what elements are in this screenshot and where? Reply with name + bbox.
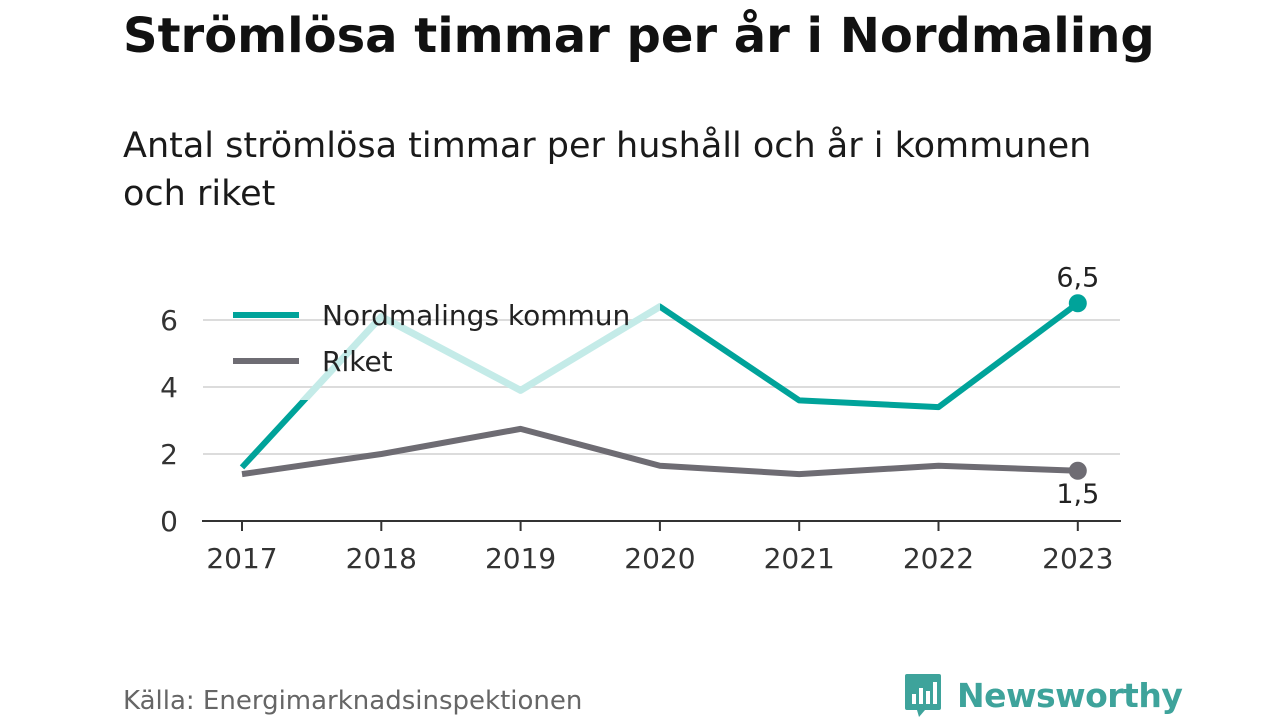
x-tick-label: 2018 bbox=[346, 542, 417, 575]
legend-label-riket: Riket bbox=[322, 345, 393, 378]
legend: Nordmalings kommun Riket bbox=[233, 299, 630, 378]
y-axis-ticks: 0 2 4 6 bbox=[160, 304, 178, 538]
end-label-nordmaling: 6,5 bbox=[1056, 262, 1099, 293]
series-lines bbox=[239, 300, 1080, 478]
x-tick-label: 2019 bbox=[485, 542, 556, 575]
x-axis-ticks: 2017 2018 2019 2020 2021 2022 2023 bbox=[206, 521, 1113, 575]
x-tick-label: 2017 bbox=[206, 542, 277, 575]
series-line-nordmaling-faded bbox=[300, 303, 660, 400]
line-chart: 0 2 4 6 2017 2018 2019 2020 2021 2022 2023 Nordma… bbox=[160, 262, 1121, 575]
end-markers bbox=[1068, 294, 1087, 480]
brand-name: Newsworthy bbox=[957, 675, 1183, 715]
y-tick-label: 2 bbox=[160, 438, 178, 471]
chart-title: Strömlösa timmar per år i Nordmaling bbox=[123, 8, 1155, 64]
series-line-riket bbox=[241, 425, 1078, 478]
x-tick-label: 2023 bbox=[1042, 542, 1113, 575]
y-tick-label: 4 bbox=[160, 371, 178, 404]
chart-subtitle: Antal strömlösa timmar per hushåll och å… bbox=[123, 126, 1092, 214]
end-marker-nordmaling bbox=[1068, 294, 1087, 313]
brand: Newsworthy bbox=[903, 670, 1183, 720]
end-marker-riket bbox=[1068, 461, 1087, 480]
legend-label-nordmaling: Nordmalings kommun bbox=[322, 299, 630, 332]
y-tick-label: 0 bbox=[160, 505, 178, 538]
end-label-riket: 1,5 bbox=[1056, 479, 1099, 510]
x-tick-label: 2021 bbox=[764, 542, 835, 575]
source-note: Källa: Energimarknadsinspektionen bbox=[123, 686, 583, 716]
newsworthy-logo-icon bbox=[905, 674, 941, 717]
x-tick-label: 2020 bbox=[624, 542, 695, 575]
y-tick-label: 6 bbox=[160, 304, 178, 337]
x-tick-label: 2022 bbox=[903, 542, 974, 575]
